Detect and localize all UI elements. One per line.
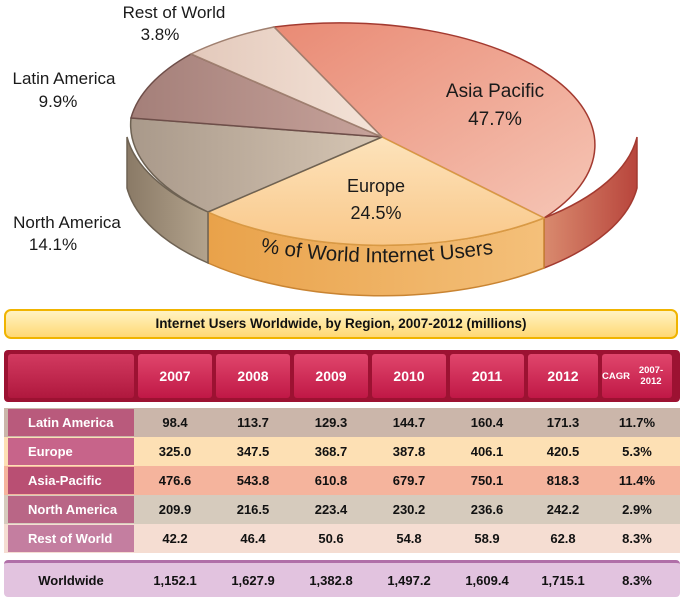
label-asia-pacific: Asia Pacific bbox=[446, 81, 544, 102]
value-cell: 209.9 bbox=[158, 502, 192, 517]
value-cell: 113.7 bbox=[237, 415, 269, 430]
table-row: Asia-Pacific 476.6 543.8 610.8 679.7 750.1 818… bbox=[4, 466, 680, 495]
value-cell: 50.6 bbox=[318, 531, 344, 546]
row-label: Latin America bbox=[8, 409, 134, 436]
header-cagr-period: 2007-2012 bbox=[638, 365, 664, 387]
pie-slice-asia-pacific bbox=[272, 22, 596, 219]
table-row: Rest of World 42.2 46.4 50.6 54.8 58.9 62.8 8.3… bbox=[4, 524, 680, 553]
pie-chart: % of World Internet Users Asia Pacific 4… bbox=[13, 3, 638, 297]
pie-slice-north-america bbox=[129, 117, 383, 213]
value-cell: 160.4 bbox=[470, 415, 504, 430]
total-value-cell: 1,609.4 bbox=[465, 572, 509, 588]
value-north-america: 14.1% bbox=[29, 235, 77, 254]
pie-slice-latin-america bbox=[130, 53, 383, 138]
value-cell: 610.8 bbox=[314, 473, 348, 488]
value-cell: 543.8 bbox=[236, 473, 270, 488]
value-cell: 144.7 bbox=[392, 415, 426, 430]
header-blank-cell bbox=[8, 354, 134, 398]
value-cell: 98.4 bbox=[162, 415, 188, 430]
table-header-row: 2007 2008 2009 2010 2011 2012 CAGR 2007-2012 bbox=[4, 354, 680, 398]
value-asia-pacific: 47.7% bbox=[468, 109, 522, 130]
table-row: Europe 325.0 347.5 368.7 387.8 406.1 420.5 5.3% bbox=[4, 437, 680, 466]
value-cell: 42.2 bbox=[162, 531, 188, 546]
value-cell: 347.5 bbox=[236, 444, 270, 459]
pie-side-north-america bbox=[126, 136, 209, 265]
value-cell: 171.3 bbox=[546, 415, 580, 430]
cagr-cell: 2.9% bbox=[622, 502, 652, 517]
header-year: 2011 bbox=[450, 354, 524, 398]
value-cell: 62.8 bbox=[550, 531, 576, 546]
value-rest-of-world: 3.8% bbox=[141, 25, 180, 44]
table-row: North America 209.9 216.5 223.4 230.2 236.6 24… bbox=[4, 495, 680, 524]
header-year: 2008 bbox=[216, 354, 290, 398]
value-cell: 406.1 bbox=[470, 444, 504, 459]
cagr-cell: 11.7% bbox=[618, 415, 656, 430]
total-value-cell: 1,497.2 bbox=[387, 572, 431, 588]
cagr-cell: 11.4% bbox=[618, 473, 656, 488]
total-value-cell: 1,152.1 bbox=[153, 572, 197, 588]
value-cell: 387.8 bbox=[392, 444, 426, 459]
pie-side-asia-pacific bbox=[543, 136, 638, 270]
header-year: 2012 bbox=[528, 354, 598, 398]
value-cell: 223.4 bbox=[314, 502, 348, 517]
total-value-cell: 1,627.9 bbox=[231, 572, 275, 588]
row-label: Asia-Pacific bbox=[8, 467, 134, 494]
value-cell: 54.8 bbox=[396, 531, 422, 546]
row-label: Rest of World bbox=[8, 525, 134, 552]
total-label: Worldwide bbox=[38, 572, 104, 588]
label-rest-of-world: Rest of World bbox=[123, 3, 226, 22]
header-year: 2007 bbox=[138, 354, 212, 398]
value-cell: 46.4 bbox=[240, 531, 266, 546]
value-cell: 236.6 bbox=[470, 502, 504, 517]
value-cell: 230.2 bbox=[392, 502, 426, 517]
table-total-row: Worldwide 1,152.1 1,627.9 1,382.8 1,497.2 1,6… bbox=[4, 560, 680, 597]
cagr-cell: 5.3% bbox=[622, 444, 652, 459]
label-north-america: North America bbox=[13, 213, 121, 232]
table-row: Latin America 98.4 113.7 129.3 144.7 160.4 171… bbox=[4, 408, 680, 437]
value-cell: 818.3 bbox=[546, 473, 580, 488]
value-cell: 476.6 bbox=[158, 473, 192, 488]
total-value-cell: 1,382.8 bbox=[309, 572, 353, 588]
value-cell: 420.5 bbox=[546, 444, 580, 459]
label-europe: Europe bbox=[347, 176, 405, 196]
value-cell: 242.2 bbox=[546, 502, 580, 517]
header-year: 2009 bbox=[294, 354, 368, 398]
row-label: Europe bbox=[8, 438, 134, 465]
value-cell: 368.7 bbox=[314, 444, 348, 459]
row-label: North America bbox=[8, 496, 134, 523]
value-cell: 129.3 bbox=[314, 415, 348, 430]
total-cagr-cell: 8.3% bbox=[622, 572, 652, 588]
table-title: Internet Users Worldwide, by Region, 200… bbox=[4, 309, 678, 339]
cagr-cell: 8.3% bbox=[622, 531, 652, 546]
label-latin-america: Latin America bbox=[13, 69, 117, 88]
value-europe: 24.5% bbox=[350, 203, 401, 223]
pie-slice-rest-of-world bbox=[189, 26, 383, 138]
value-latin-america: 9.9% bbox=[39, 92, 78, 111]
data-table: 2007 2008 2009 2010 2011 2012 CAGR 2007-2012 Lat… bbox=[4, 350, 680, 597]
value-cell: 750.1 bbox=[470, 473, 504, 488]
value-cell: 58.9 bbox=[474, 531, 500, 546]
header-cagr-label: CAGR bbox=[602, 370, 630, 382]
pie-slice-europe bbox=[206, 136, 546, 247]
header-year: 2010 bbox=[372, 354, 446, 398]
value-cell: 325.0 bbox=[158, 444, 192, 459]
header-cagr: CAGR 2007-2012 bbox=[602, 354, 672, 398]
total-value-cell: 1,715.1 bbox=[541, 572, 585, 588]
value-cell: 679.7 bbox=[392, 473, 426, 488]
value-cell: 216.5 bbox=[236, 502, 270, 517]
